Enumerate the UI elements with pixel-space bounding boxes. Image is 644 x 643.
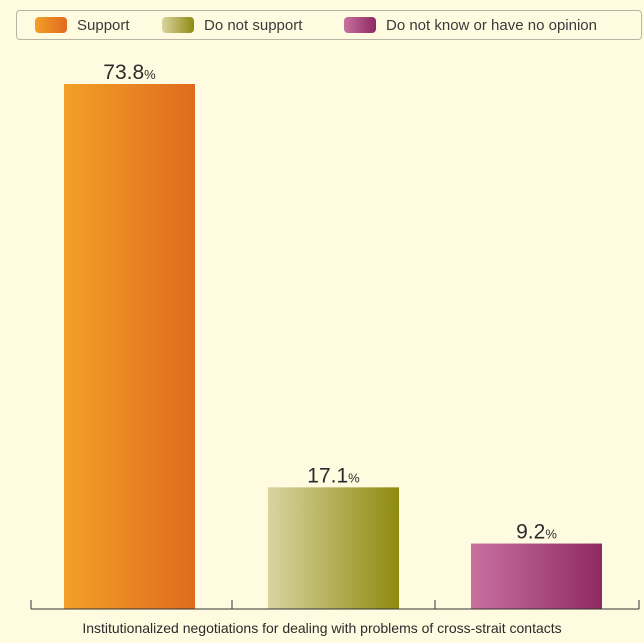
bar-value-label: 73.8% — [103, 61, 156, 84]
legend-swatch-no-opinion — [344, 17, 376, 33]
bar-do-not-know-or-have-no-opinion — [471, 543, 602, 609]
legend-item-no-opinion: Do not know or have no opinion — [344, 11, 597, 39]
legend-swatch-support — [35, 17, 67, 33]
x-axis — [30, 600, 640, 610]
legend-item-do-not-support: Do not support — [162, 11, 302, 39]
legend-label-do-not-support: Do not support — [204, 16, 303, 34]
legend: Support Do not support Do not know or ha… — [16, 10, 642, 40]
legend-label-support: Support — [77, 16, 130, 34]
value-labels-layer: 73.8% 17.1% 9.2% — [103, 61, 557, 544]
x-axis-label: Institutionalized negotiations for deali… — [82, 620, 562, 636]
bar-do-not-support — [268, 487, 399, 609]
legend-label-no-opinion: Do not know or have no opinion — [386, 16, 597, 34]
bars-layer — [64, 84, 602, 609]
bar-value-label: 9.2% — [516, 521, 557, 544]
bar-value-label: 17.1% — [307, 464, 360, 487]
legend-swatch-do-not-support — [162, 17, 194, 33]
bar-support — [64, 84, 195, 609]
legend-item-support: Support — [35, 11, 130, 39]
